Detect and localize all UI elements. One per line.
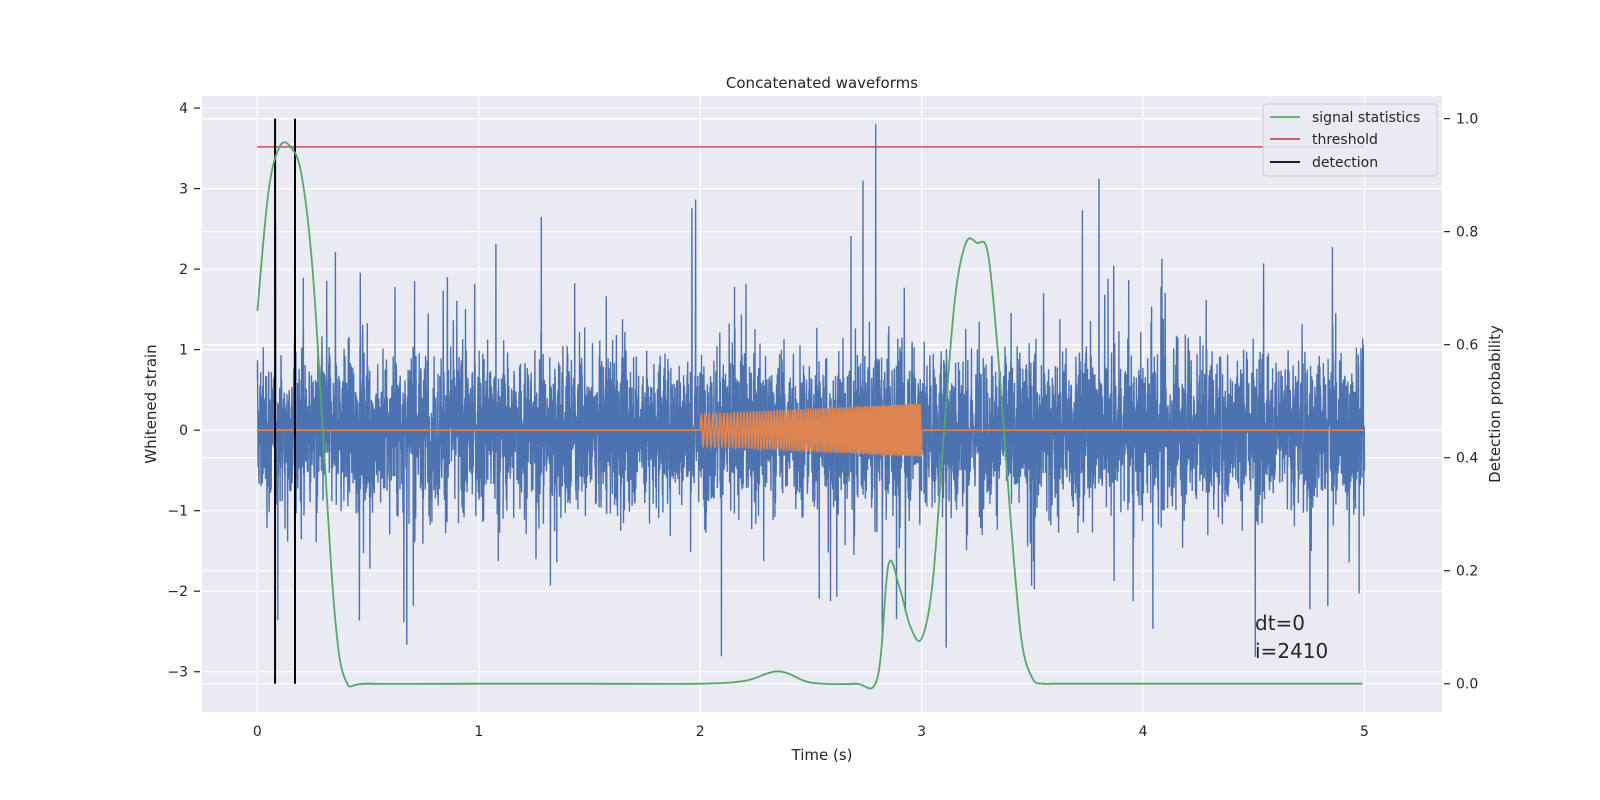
x-tick-label: 3 xyxy=(917,724,926,740)
y-tick-label: −2 xyxy=(167,584,188,600)
legend-entry-statistics: signal statistics xyxy=(1312,110,1420,126)
legend-entry-threshold: threshold xyxy=(1312,132,1378,148)
y-tick-label: 2 xyxy=(179,262,188,278)
y2-axis-label: Detection probability xyxy=(1486,325,1504,483)
y-tick-label: −3 xyxy=(167,665,188,681)
x-tick-label: 0 xyxy=(253,724,262,740)
chart-title: Concatenated waveforms xyxy=(726,74,918,92)
y2-tick-label: 0.2 xyxy=(1456,564,1478,580)
x-tick-label: 5 xyxy=(1360,724,1369,740)
template-line xyxy=(257,403,1365,458)
annotation-i: i=2410 xyxy=(1255,639,1328,663)
x-tick-label: 4 xyxy=(1139,724,1148,740)
legend-entry-detection: detection xyxy=(1312,155,1378,171)
x-axis-ticks: 0 1 2 3 4 5 xyxy=(253,724,1369,740)
legend-box xyxy=(1262,103,1438,177)
y-tick-label: −1 xyxy=(167,504,188,520)
y2-tick-label: 0.6 xyxy=(1456,338,1478,354)
legend: signal statistics threshold detection xyxy=(1262,103,1438,177)
y2-tick-label: 1.0 xyxy=(1456,112,1478,128)
y2-axis-ticks: 0.0 0.2 0.4 0.6 0.8 1.0 xyxy=(1444,112,1478,693)
y-tick-label: 3 xyxy=(179,182,188,198)
y-tick-label: 0 xyxy=(179,423,188,439)
y2-tick-label: 0.4 xyxy=(1456,451,1478,467)
statistics-series xyxy=(256,141,1363,690)
y-axis-ticks: −3 −2 −1 0 1 2 3 4 xyxy=(167,101,200,681)
detection-series xyxy=(274,118,296,684)
x-tick-label: 1 xyxy=(474,724,483,740)
y2-tick-label: 0.0 xyxy=(1456,677,1478,693)
template-series xyxy=(257,403,1365,458)
statistics-line xyxy=(256,141,1363,690)
annotation-dt: dt=0 xyxy=(1255,611,1305,635)
y-axis-label: Whitened strain xyxy=(142,344,160,463)
y2-tick-label: 0.8 xyxy=(1456,225,1478,241)
x-axis-label: Time (s) xyxy=(791,746,853,764)
y-tick-label: 1 xyxy=(179,343,188,359)
y-tick-label: 4 xyxy=(179,101,188,117)
x-tick-label: 2 xyxy=(696,724,705,740)
